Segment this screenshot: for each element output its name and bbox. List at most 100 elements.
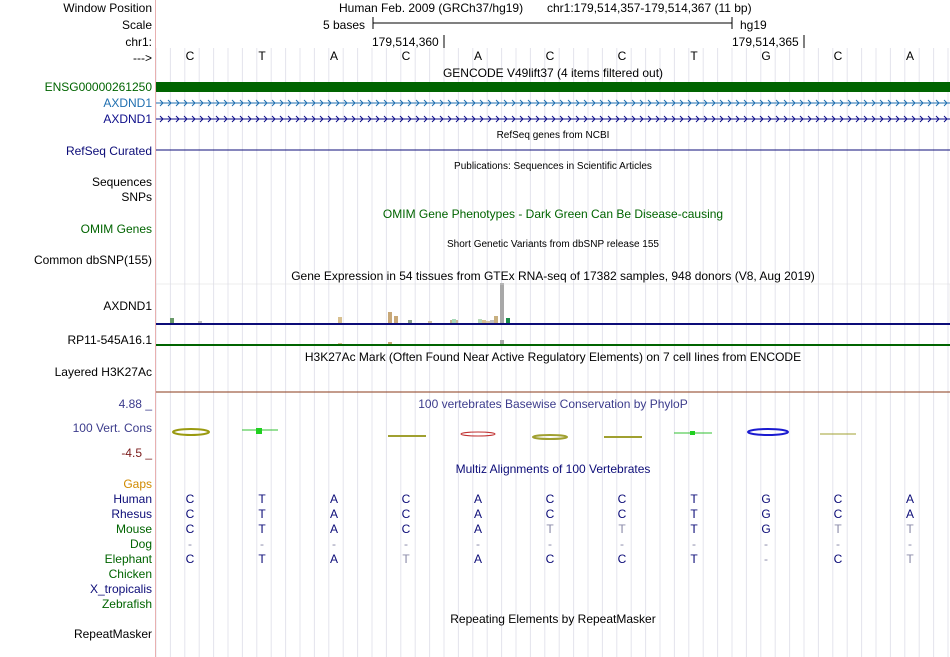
strand-chevron bbox=[599, 99, 604, 107]
strand-chevron bbox=[615, 115, 620, 123]
gtex-bar bbox=[486, 321, 490, 323]
gtex-rp11-bars bbox=[338, 340, 504, 344]
strand-chevron bbox=[775, 99, 780, 107]
strand-chevron bbox=[719, 99, 724, 107]
alignment-base: - bbox=[332, 537, 336, 551]
cons-track-label[interactable]: 100 Vert. Cons bbox=[72, 421, 152, 435]
gtex-bar bbox=[500, 283, 504, 323]
alignment-base: C bbox=[545, 492, 555, 506]
strand-chevron bbox=[279, 115, 284, 123]
assembly-text: Human Feb. 2009 (GRCh37/hg19) bbox=[339, 1, 524, 15]
strand-chevron bbox=[543, 99, 548, 107]
alignment-base: T bbox=[258, 507, 266, 521]
multiz-track-title: Multiz Alignments of 100 Vertebrates bbox=[455, 462, 651, 476]
base-11: A bbox=[905, 49, 914, 63]
species-label-chicken: Chicken bbox=[108, 567, 152, 581]
strand-chevron bbox=[247, 115, 252, 123]
strand-chevron bbox=[463, 99, 468, 107]
strand-chevron bbox=[175, 115, 180, 123]
strand-chevron bbox=[519, 115, 524, 123]
strand-chevron bbox=[759, 115, 764, 123]
strand-chevron bbox=[807, 99, 812, 107]
strand-chevron bbox=[711, 115, 716, 123]
strand-chevron bbox=[287, 99, 292, 107]
strand-chevron bbox=[711, 99, 716, 107]
alignment-base: - bbox=[188, 537, 192, 551]
strand-chevron bbox=[167, 99, 172, 107]
strand-chevron bbox=[679, 99, 684, 107]
alignment-base: C bbox=[185, 552, 195, 566]
strand-chevron bbox=[647, 115, 652, 123]
snps-track-label[interactable]: SNPs bbox=[121, 190, 152, 204]
strand-chevron bbox=[751, 115, 756, 123]
omim-track-title: OMIM Gene Phenotypes - Dark Green Can Be… bbox=[382, 207, 724, 221]
gtex-axdnd1-label[interactable]: AXDND1 bbox=[103, 299, 152, 313]
strand-chevron bbox=[463, 115, 468, 123]
strand-chevron bbox=[383, 99, 388, 107]
strand-chevron bbox=[223, 115, 228, 123]
dbsnp-track-label[interactable]: Common dbSNP(155) bbox=[33, 253, 152, 267]
strand-chevron bbox=[407, 99, 412, 107]
strand-chevron bbox=[375, 115, 380, 123]
strand-chevron bbox=[423, 115, 428, 123]
gtex-rp11-label[interactable]: RP11-545A16.1 bbox=[67, 333, 152, 347]
track-image-panel[interactable]: Human Feb. 2009 (GRCh37/hg19) chr1:179,5… bbox=[156, 0, 950, 657]
strand-chevron bbox=[791, 115, 796, 123]
strand-chevron bbox=[231, 99, 236, 107]
sequences-track-label[interactable]: Sequences bbox=[91, 175, 152, 189]
strand-chevron bbox=[239, 99, 244, 107]
refseq-track-label[interactable]: RefSeq Curated bbox=[65, 144, 152, 158]
gene-label-axdnd1-basic[interactable]: AXDND1 bbox=[103, 112, 152, 126]
repeatmasker-track-label[interactable]: RepeatMasker bbox=[73, 627, 152, 641]
strand-chevron bbox=[191, 115, 196, 123]
scale-text: 5 bases bbox=[323, 18, 366, 32]
strand-chevron bbox=[655, 99, 660, 107]
strand-chevron bbox=[855, 99, 860, 107]
alignment-base: C bbox=[617, 552, 627, 566]
strand-chevron bbox=[255, 99, 260, 107]
strand-chevron bbox=[415, 115, 420, 123]
strand-chevron bbox=[663, 99, 668, 107]
gene-strand-chevrons-a bbox=[159, 99, 948, 107]
gtex-bar bbox=[478, 319, 482, 323]
h3k27ac-track-label[interactable]: Layered H3K27Ac bbox=[54, 365, 152, 379]
strand-chevron bbox=[591, 99, 596, 107]
species-label-rhesus: Rhesus bbox=[111, 507, 152, 521]
strand-chevron bbox=[471, 99, 476, 107]
gtex-bar bbox=[170, 318, 174, 323]
alignment-base: T bbox=[258, 552, 266, 566]
strand-chevron bbox=[815, 99, 820, 107]
strand-chevron bbox=[175, 99, 180, 107]
strand-chevron bbox=[607, 99, 612, 107]
gene-block-ensg bbox=[156, 82, 950, 92]
species-label-dog: Dog bbox=[129, 537, 152, 551]
coord-text-1: 179,514,360 bbox=[372, 35, 439, 49]
gene-strand-chevrons-b bbox=[159, 115, 948, 123]
base-7: C bbox=[617, 49, 627, 63]
species-label-xtropicalis: X_tropicalis bbox=[89, 582, 152, 596]
alignment-base: C bbox=[545, 552, 555, 566]
strand-chevron bbox=[407, 115, 412, 123]
gene-label-axdnd1-gencode[interactable]: AXDND1 bbox=[103, 96, 152, 110]
gtex-rp11-bar bbox=[388, 342, 392, 344]
alignment-base: C bbox=[401, 507, 411, 521]
strand-chevron bbox=[895, 99, 900, 107]
alignment-base: - bbox=[764, 537, 768, 551]
track-graphics bbox=[156, 17, 950, 657]
strand-chevron bbox=[943, 99, 948, 107]
omim-track-label[interactable]: OMIM Genes bbox=[80, 222, 152, 236]
strand-chevron bbox=[335, 99, 340, 107]
alignment-base: C bbox=[185, 507, 195, 521]
strand-chevron bbox=[831, 115, 836, 123]
strand-chevron bbox=[727, 99, 732, 107]
strand-chevron bbox=[479, 99, 484, 107]
strand-chevron bbox=[319, 115, 324, 123]
strand-chevron bbox=[767, 115, 772, 123]
alignment-base: A bbox=[329, 522, 338, 536]
alignment-base: T bbox=[834, 522, 842, 536]
strand-chevron bbox=[695, 115, 700, 123]
gene-label-ensg[interactable]: ENSG00000261250 bbox=[44, 80, 152, 94]
species-label-human: Human bbox=[113, 492, 152, 506]
alignment-base: A bbox=[473, 492, 482, 506]
strand-chevron bbox=[807, 115, 812, 123]
